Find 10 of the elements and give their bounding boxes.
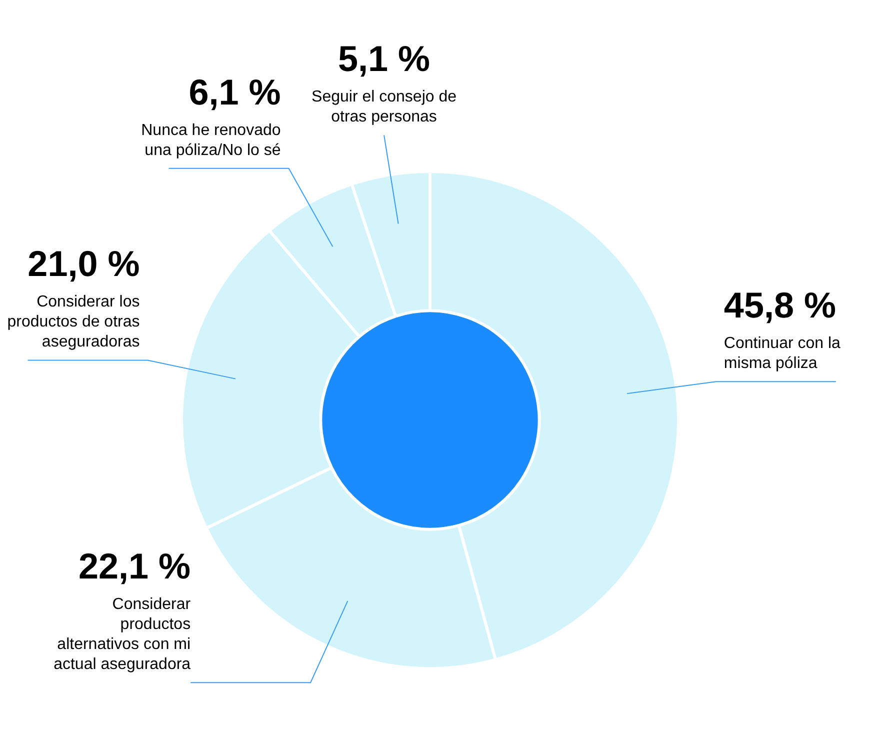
slice-label: Considerar productos alternativos con mi actual aseguradora xyxy=(54,596,192,674)
data-label: 21,0 % xyxy=(28,243,140,284)
slice-label: Considerar los productos de otras aseguradoras xyxy=(7,294,140,351)
slice-label: Seguir el consejo de otras personas xyxy=(312,88,457,126)
slice-label: Continuar con la misma póliza xyxy=(724,335,841,372)
data-label: 45,8 % xyxy=(724,284,836,326)
slice-label: Nunca he renovado una póliza/No lo sé xyxy=(141,122,281,159)
data-label: 5,1 % xyxy=(338,38,430,80)
data-label: 22,1 % xyxy=(78,546,191,587)
data-label: 6,1 % xyxy=(188,71,281,112)
